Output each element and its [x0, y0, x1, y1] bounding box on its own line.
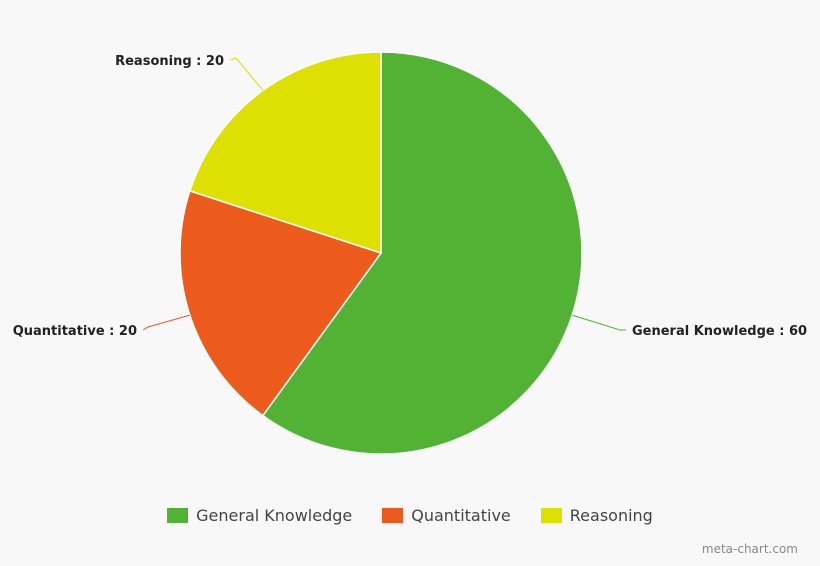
legend-item-quantitative[interactable]: Quantitative [382, 506, 511, 525]
legend-item-general-knowledge[interactable]: General Knowledge [167, 506, 352, 525]
data-label-reasoning: Reasoning : 20 [115, 54, 224, 69]
connector-quantitative [142, 314, 190, 331]
data-label-general-knowledge: General Knowledge : 60 [632, 324, 807, 339]
chart-legend: General Knowledge Quantitative Reasoning [0, 506, 820, 525]
legend-label-reasoning: Reasoning [569, 506, 653, 525]
data-label-quantitative: Quantitative : 20 [13, 324, 137, 339]
connector-reasoning [229, 57, 264, 91]
legend-label-general-knowledge: General Knowledge [196, 506, 353, 525]
legend-swatch-reasoning [540, 508, 562, 523]
connector-general-knowledge [572, 314, 626, 331]
legend-label-quantitative: Quantitative [411, 506, 511, 525]
pie-slice-general-knowledge[interactable] [261, 51, 583, 455]
pie-slice-reasoning[interactable] [188, 51, 382, 255]
legend-swatch-general-knowledge [167, 508, 189, 523]
legend-swatch-quantitative [382, 508, 404, 523]
pie-slice-quantitative[interactable] [179, 189, 383, 417]
watermark: meta-chart.com [701, 542, 798, 556]
legend-item-reasoning[interactable]: Reasoning [540, 506, 653, 525]
